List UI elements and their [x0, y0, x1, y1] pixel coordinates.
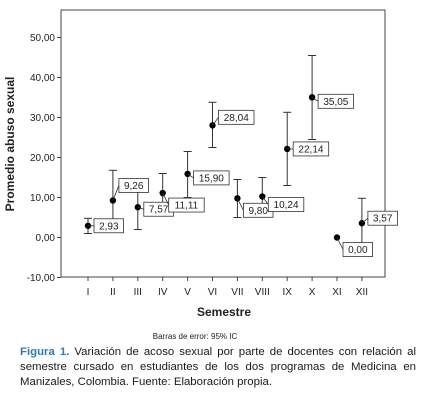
caption-lead: Figura 1.	[20, 346, 70, 358]
caption-text: Variación de acoso sexual por parte de d…	[20, 346, 416, 388]
data-label-text: 7,57	[149, 205, 169, 216]
label-box	[193, 170, 230, 186]
data-label-text: 9,26	[124, 181, 144, 192]
data-label-text: 15,90	[199, 173, 224, 184]
y-tick-label: 50,00	[30, 33, 55, 44]
x-tick-label: XI	[332, 287, 341, 298]
x-tick-label: V	[184, 287, 191, 298]
label-leader	[137, 206, 144, 210]
data-label-XII: 3,57	[361, 210, 398, 226]
data-label-IX: 22,14	[287, 141, 330, 157]
x-axis-title: Semestre	[197, 305, 251, 319]
y-tick-label: 0,00	[36, 233, 56, 244]
data-label-I: 2,93	[88, 218, 125, 234]
label-leader	[112, 185, 120, 201]
data-label-text: 3,57	[373, 214, 393, 225]
data-label-VIII: 10,24	[261, 196, 305, 212]
label-leader	[237, 198, 244, 211]
data-label-text: 22,14	[298, 144, 323, 155]
data-label-XI: 0,00	[336, 237, 374, 257]
label-box	[93, 218, 125, 234]
data-label-text: 35,05	[323, 97, 348, 108]
x-axis: I II III IV V VI VII VIII IX X XI XII	[87, 277, 368, 298]
label-box	[292, 141, 330, 157]
data-label-X: 35,05	[311, 93, 355, 109]
label-box	[317, 93, 355, 109]
label-box	[218, 109, 255, 125]
data-label-text: 10,24	[274, 200, 299, 211]
data-label-text: 9,80	[248, 206, 268, 217]
x-tick-label: VI	[208, 287, 217, 298]
x-tick-label: VII	[231, 287, 243, 298]
figure-caption: Figura 1. Variación de acoso sexual por …	[20, 345, 416, 390]
x-tick-label: IX	[282, 287, 292, 298]
label-leader	[212, 117, 219, 126]
mean-point	[308, 94, 316, 101]
data-label-text: 2,93	[99, 221, 119, 232]
label-box	[367, 210, 398, 226]
data-label-text: 0,00	[348, 245, 368, 256]
data-label-II: 9,26	[112, 178, 149, 201]
label-leader	[361, 217, 369, 224]
y-tick-label: -10,00	[27, 273, 56, 284]
label-leader	[336, 237, 344, 250]
x-tick-label: XII	[356, 287, 368, 298]
data-label-IV: 11,11	[162, 192, 205, 213]
x-tick-label: VIII	[255, 287, 270, 298]
label-leader	[261, 196, 269, 205]
y-tick-label: 30,00	[30, 113, 55, 124]
y-axis: -10,00 0,00 10,00 20,00 30,00 40,00 50,00	[27, 33, 61, 284]
x-tick-label: IV	[158, 287, 168, 298]
x-tick-label: X	[309, 287, 316, 298]
error-bar-note: Barras de error: 95% IC	[153, 332, 238, 341]
x-tick-label: I	[87, 287, 90, 298]
label-box	[168, 197, 205, 213]
data-label-text: 11,11	[175, 201, 199, 212]
label-leader	[187, 173, 194, 179]
data-labels: 2,93 9,26 7,57 11,11 15,90 28,04 9,80 10,24 22,1…	[88, 93, 398, 257]
x-tick-label: III	[134, 287, 142, 298]
data-label-text: 28,04	[224, 113, 249, 124]
y-tick-label: 10,00	[30, 193, 55, 204]
y-tick-label: 40,00	[30, 73, 55, 84]
y-tick-label: 20,00	[30, 153, 55, 164]
label-leader	[311, 96, 319, 102]
label-leader	[162, 192, 170, 206]
label-box	[342, 242, 374, 257]
label-box	[118, 178, 149, 193]
data-label-VI: 28,04	[212, 109, 255, 126]
y-axis-title: Promedio abuso sexual	[3, 77, 17, 212]
x-tick-label: II	[110, 287, 116, 298]
data-label-V: 15,90	[187, 170, 230, 186]
label-box	[267, 197, 305, 212]
